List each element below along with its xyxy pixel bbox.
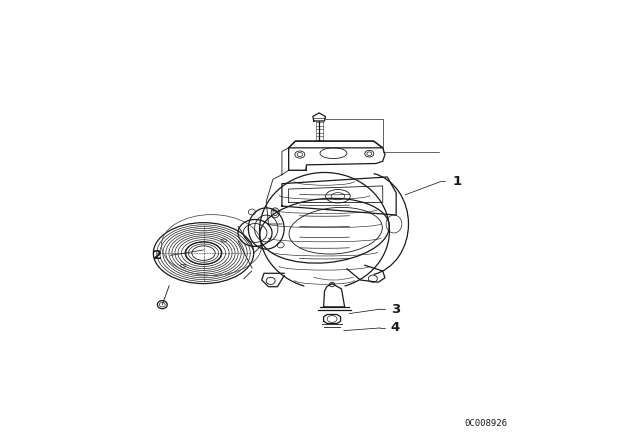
Text: 2: 2 [153,249,163,262]
Text: 3: 3 [391,302,400,316]
Text: 0C008926: 0C008926 [464,419,508,428]
Text: 4: 4 [391,321,400,335]
Text: 1: 1 [452,175,461,188]
